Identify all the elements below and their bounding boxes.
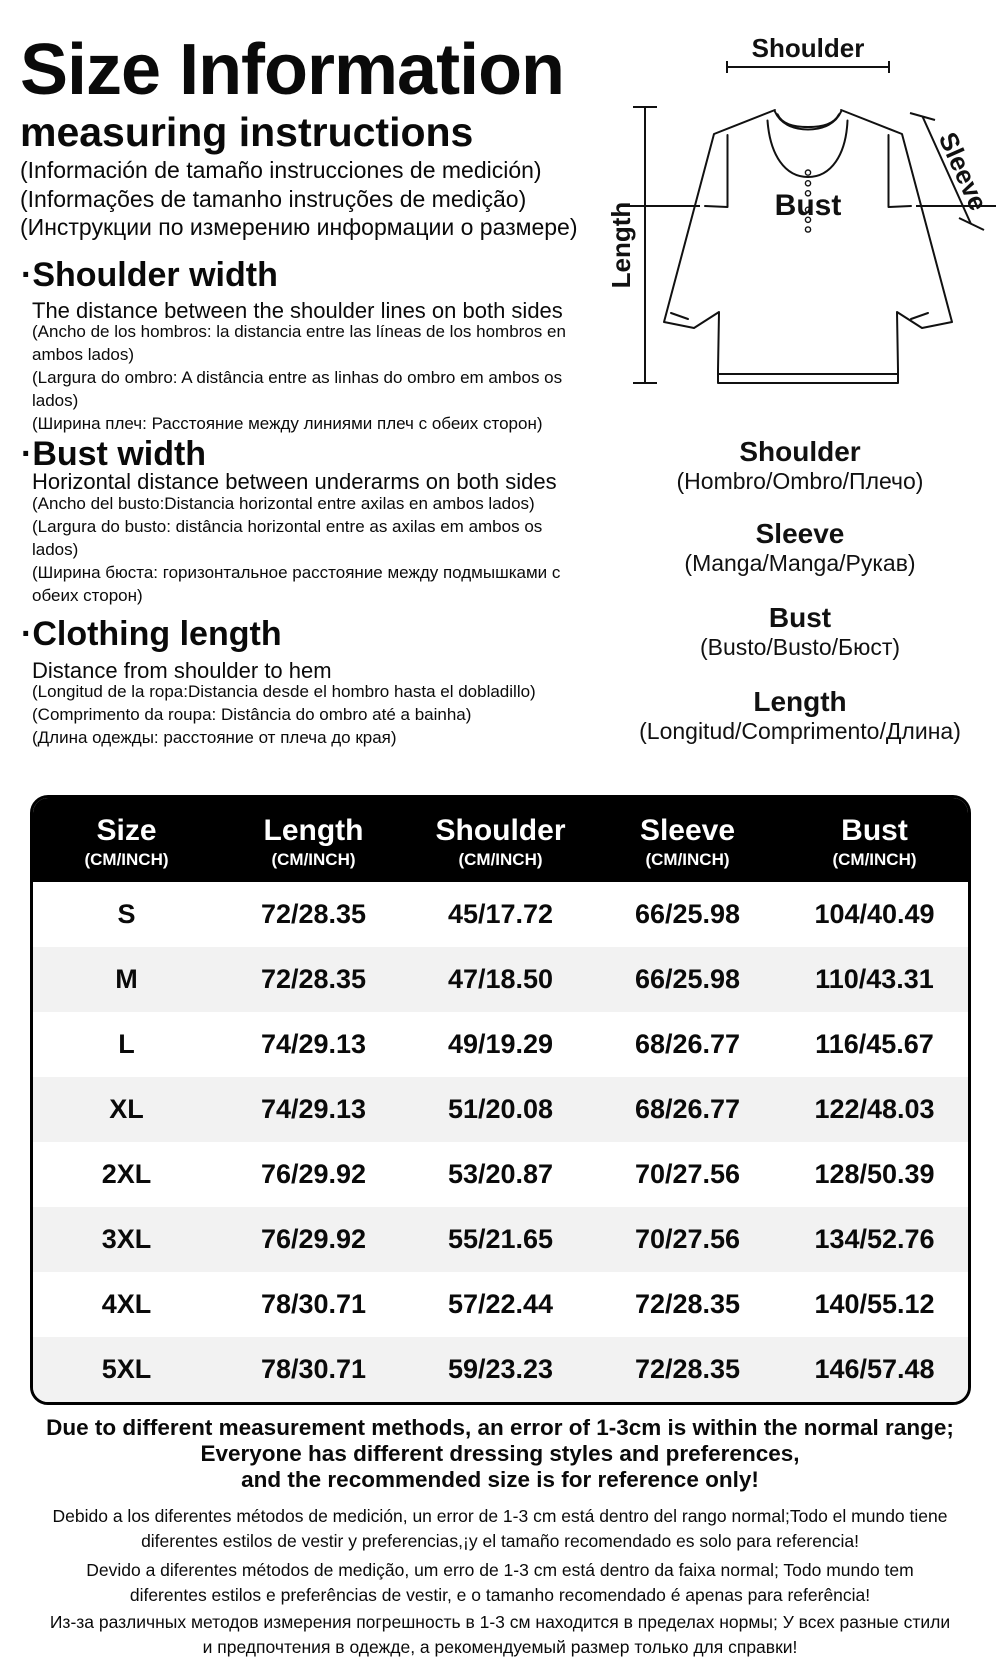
svg-text:Sleeve: Sleeve xyxy=(933,128,994,215)
svg-text:Bust: Bust xyxy=(775,189,842,222)
svg-text:Length: Length xyxy=(606,202,636,289)
svg-text:Shoulder: Shoulder xyxy=(752,33,865,63)
